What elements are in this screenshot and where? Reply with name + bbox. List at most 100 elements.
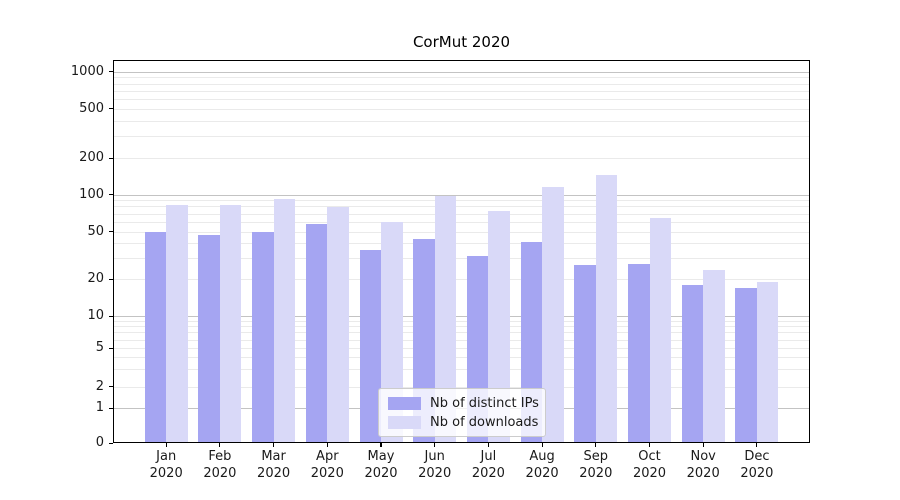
minor-gridline	[114, 326, 809, 328]
y-tick-label: 1	[95, 400, 104, 415]
x-tick-mark	[702, 443, 704, 447]
y-tick-label: 1000	[70, 63, 104, 79]
x-tick-mark	[326, 443, 328, 447]
minor-gridline	[114, 386, 809, 388]
y-tick-mark	[109, 407, 113, 409]
x-tick-label: Jan 2020	[149, 449, 183, 481]
minor-gridline	[114, 231, 809, 233]
bar-ips-jan	[144, 231, 167, 443]
legend: Nb of distinct IPs Nb of downloads	[378, 388, 546, 437]
major-gridline	[114, 194, 809, 196]
major-gridline	[114, 316, 809, 317]
bar-downloads-jul	[488, 211, 510, 443]
minor-gridline	[114, 77, 809, 79]
minor-gridline	[114, 206, 809, 208]
bar-ips-dec	[735, 287, 757, 443]
minor-gridline	[114, 213, 809, 215]
y-tick-label: 2	[95, 378, 104, 394]
major-gridline	[114, 71, 809, 73]
minor-gridline	[114, 120, 809, 122]
legend-swatch-downloads	[388, 416, 421, 429]
bar-downloads-jan	[166, 205, 188, 443]
bar-ips-sep	[574, 265, 596, 443]
bar-ips-apr	[305, 223, 328, 443]
x-tick-label: Dec 2020	[740, 449, 774, 481]
y-tick-mark	[109, 231, 113, 233]
bar-ips-oct	[628, 263, 650, 443]
y-tick-label: 10	[87, 308, 104, 323]
x-tick-label: Sep 2020	[579, 449, 613, 481]
bar-ips-feb	[198, 234, 220, 443]
bar-ips-may	[359, 250, 381, 443]
minor-gridline	[114, 339, 809, 341]
x-tick-label: Jun 2020	[418, 449, 452, 481]
minor-gridline	[114, 348, 809, 349]
y-tick-mark	[109, 386, 113, 388]
x-tick-mark	[273, 443, 275, 447]
legend-label-downloads: Nb of downloads	[430, 415, 539, 430]
bar-downloads-dec	[756, 281, 779, 443]
y-tick-mark	[109, 442, 113, 444]
y-tick-mark	[109, 278, 113, 280]
x-tick-label: May 2020	[364, 449, 398, 481]
x-tick-label: Mar 2020	[257, 449, 291, 481]
y-tick-label: 0	[95, 435, 104, 450]
y-tick-label: 20	[87, 271, 104, 286]
x-tick-mark	[487, 443, 489, 447]
legend-label-ips: Nb of distinct IPs	[430, 396, 539, 411]
y-tick-mark	[109, 157, 113, 159]
x-tick-mark	[380, 443, 382, 447]
chart-title: CorMut 2020	[412, 33, 511, 51]
x-tick-mark	[219, 443, 221, 447]
y-tick-label: 100	[79, 186, 104, 202]
minor-gridline	[114, 357, 809, 359]
bar-downloads-mar	[273, 198, 296, 443]
y-tick-label: 500	[79, 100, 104, 116]
y-tick-mark	[109, 108, 113, 110]
x-tick-label: Nov 2020	[686, 449, 720, 481]
y-tick-mark	[109, 71, 113, 73]
minor-gridline	[114, 136, 809, 138]
x-tick-mark	[541, 443, 543, 447]
x-tick-mark	[595, 443, 597, 447]
y-tick-label: 5	[95, 340, 104, 355]
x-tick-mark	[165, 443, 167, 447]
bar-downloads-aug	[542, 187, 564, 443]
x-tick-mark	[434, 443, 436, 447]
legend-swatch-ips	[388, 397, 421, 410]
minor-gridline	[114, 90, 809, 92]
bar-downloads-may	[381, 221, 403, 443]
minor-gridline	[114, 221, 809, 223]
minor-gridline	[114, 332, 809, 334]
x-tick-mark	[648, 443, 651, 447]
minor-gridline	[114, 158, 809, 159]
bar-downloads-jun	[434, 196, 457, 443]
x-tick-label: Jul 2020	[471, 449, 505, 481]
bar-downloads-feb	[219, 205, 242, 443]
y-tick-label: 200	[79, 150, 104, 165]
minor-gridline	[114, 369, 809, 371]
bar-downloads-oct	[649, 218, 671, 443]
x-tick-label: Apr 2020	[310, 449, 344, 481]
minor-gridline	[114, 320, 809, 322]
x-tick-label: Oct 2020	[632, 449, 667, 481]
x-tick-label: Feb 2020	[203, 449, 237, 481]
bar-ips-nov	[681, 284, 704, 443]
legend-item-downloads: Nb of downloads	[388, 414, 539, 431]
minor-gridline	[114, 258, 809, 260]
minor-gridline	[114, 200, 809, 202]
minor-gridline	[114, 108, 809, 110]
minor-gridline	[114, 279, 809, 280]
bar-downloads-nov	[703, 269, 725, 443]
bar-downloads-apr	[327, 207, 349, 443]
minor-gridline	[114, 83, 809, 85]
y-tick-mark	[109, 315, 113, 317]
bar-ips-mar	[252, 231, 274, 443]
x-tick-mark	[756, 443, 758, 447]
x-tick-label: Aug 2020	[525, 449, 559, 481]
legend-item-distinct-ips: Nb of distinct IPs	[388, 395, 539, 412]
minor-gridline	[114, 98, 809, 100]
y-tick-mark	[109, 194, 113, 196]
bar-downloads-sep	[595, 174, 618, 443]
